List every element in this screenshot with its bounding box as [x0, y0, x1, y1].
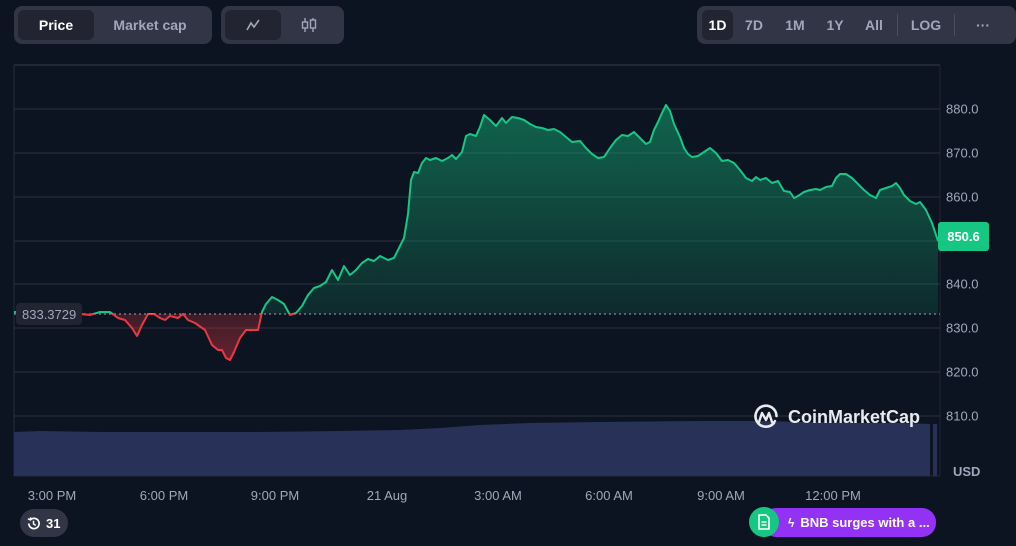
current-price-tag: 850.6 [938, 222, 989, 251]
y-tick: 830.0 [946, 320, 979, 336]
divider [954, 14, 955, 36]
divider [897, 14, 898, 36]
price-area-below-baseline [14, 314, 320, 360]
x-tick: 9:00 PM [250, 488, 300, 503]
news-badge[interactable]: ϟ BNB surges with a ... [762, 508, 936, 537]
range-selector: 1D 7D 1M 1Y All LOG ··· [697, 6, 1016, 44]
line-chart-button[interactable] [225, 10, 281, 40]
range-7d[interactable]: 7D [745, 17, 763, 33]
range-1m[interactable]: 1M [785, 17, 805, 33]
baseline-price-tag: 833.3729 [16, 303, 83, 325]
candlestick-button[interactable] [281, 10, 337, 40]
x-tick: 9:00 AM [697, 488, 745, 503]
range-all[interactable]: All [865, 17, 883, 33]
price-line [14, 104, 939, 361]
tab-price[interactable]: Price [18, 10, 94, 40]
tab-market-cap[interactable]: Market cap [113, 17, 187, 33]
x-tick: 3:00 PM [27, 488, 77, 503]
log-toggle[interactable]: LOG [910, 17, 942, 33]
x-tick: 21 Aug [366, 488, 408, 503]
candlestick-icon [301, 18, 317, 32]
price-area-above-baseline [14, 105, 938, 314]
more-options-button[interactable]: ··· [976, 17, 990, 33]
line-chart-icon [246, 19, 260, 31]
news-article-button[interactable] [749, 507, 779, 537]
lightning-icon: ϟ [788, 515, 795, 530]
y-tick: 860.0 [946, 189, 979, 205]
currency-label: USD [953, 464, 981, 479]
watermark-text: CoinMarketCap [788, 406, 921, 427]
range-1y[interactable]: 1Y [826, 17, 844, 33]
y-tick: 840.0 [946, 276, 979, 292]
y-tick: 870.0 [946, 145, 979, 161]
x-tick: 12:00 PM [805, 488, 861, 503]
range-1d[interactable]: 1D [702, 10, 733, 40]
coinmarketcap-watermark: CoinMarketCap [752, 403, 920, 431]
x-tick: 3:00 AM [474, 488, 522, 503]
chart-type-toggle [221, 6, 344, 44]
y-tick: 820.0 [946, 364, 979, 380]
volume-bars [14, 421, 937, 476]
y-tick: 880.0 [946, 101, 979, 117]
history-icon [27, 516, 40, 529]
document-icon [758, 514, 770, 530]
view-tabs: Price Market cap [14, 6, 212, 44]
coinmarketcap-logo-icon [754, 404, 778, 428]
y-tick: 810.0 [946, 408, 979, 424]
x-tick: 6:00 AM [585, 488, 633, 503]
history-badge[interactable]: 31 [20, 509, 69, 537]
history-count: 31 [46, 515, 61, 531]
x-tick: 6:00 PM [139, 488, 189, 503]
news-headline: BNB surges with a ... [800, 515, 930, 530]
